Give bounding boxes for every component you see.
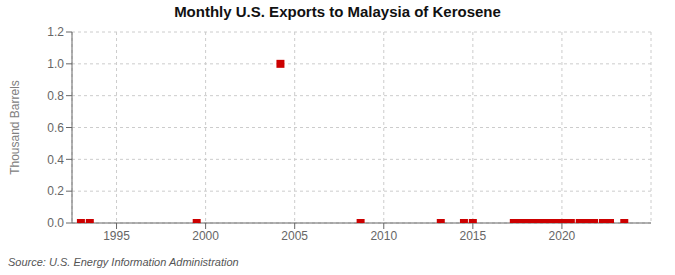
svg-text:Thousand Barrels: Thousand Barrels [8, 80, 22, 175]
html-text:Monthly U.S. Exports to Malays: Monthly U.S. Exports to Malaysia of Kero… [174, 3, 501, 20]
svg-text:2005: 2005 [281, 229, 308, 243]
svg-text:0.8: 0.8 [47, 89, 64, 103]
svg-text:2015: 2015 [459, 229, 486, 243]
svg-text:1.2: 1.2 [47, 25, 64, 39]
svg-text:2010: 2010 [370, 229, 397, 243]
svg-text:0.4: 0.4 [47, 153, 64, 167]
svg-text:0.0: 0.0 [47, 216, 64, 230]
svg-text:2020: 2020 [549, 229, 576, 243]
svg-text:2000: 2000 [192, 229, 219, 243]
svg-text:1.0: 1.0 [47, 57, 64, 71]
svg-text:0.2: 0.2 [47, 184, 64, 198]
svg-text:1995: 1995 [103, 229, 130, 243]
svg-text:0.6: 0.6 [47, 121, 64, 135]
html-text:Source: U.S. Energy Informatio: Source: U.S. Energy Information Administ… [8, 256, 239, 268]
